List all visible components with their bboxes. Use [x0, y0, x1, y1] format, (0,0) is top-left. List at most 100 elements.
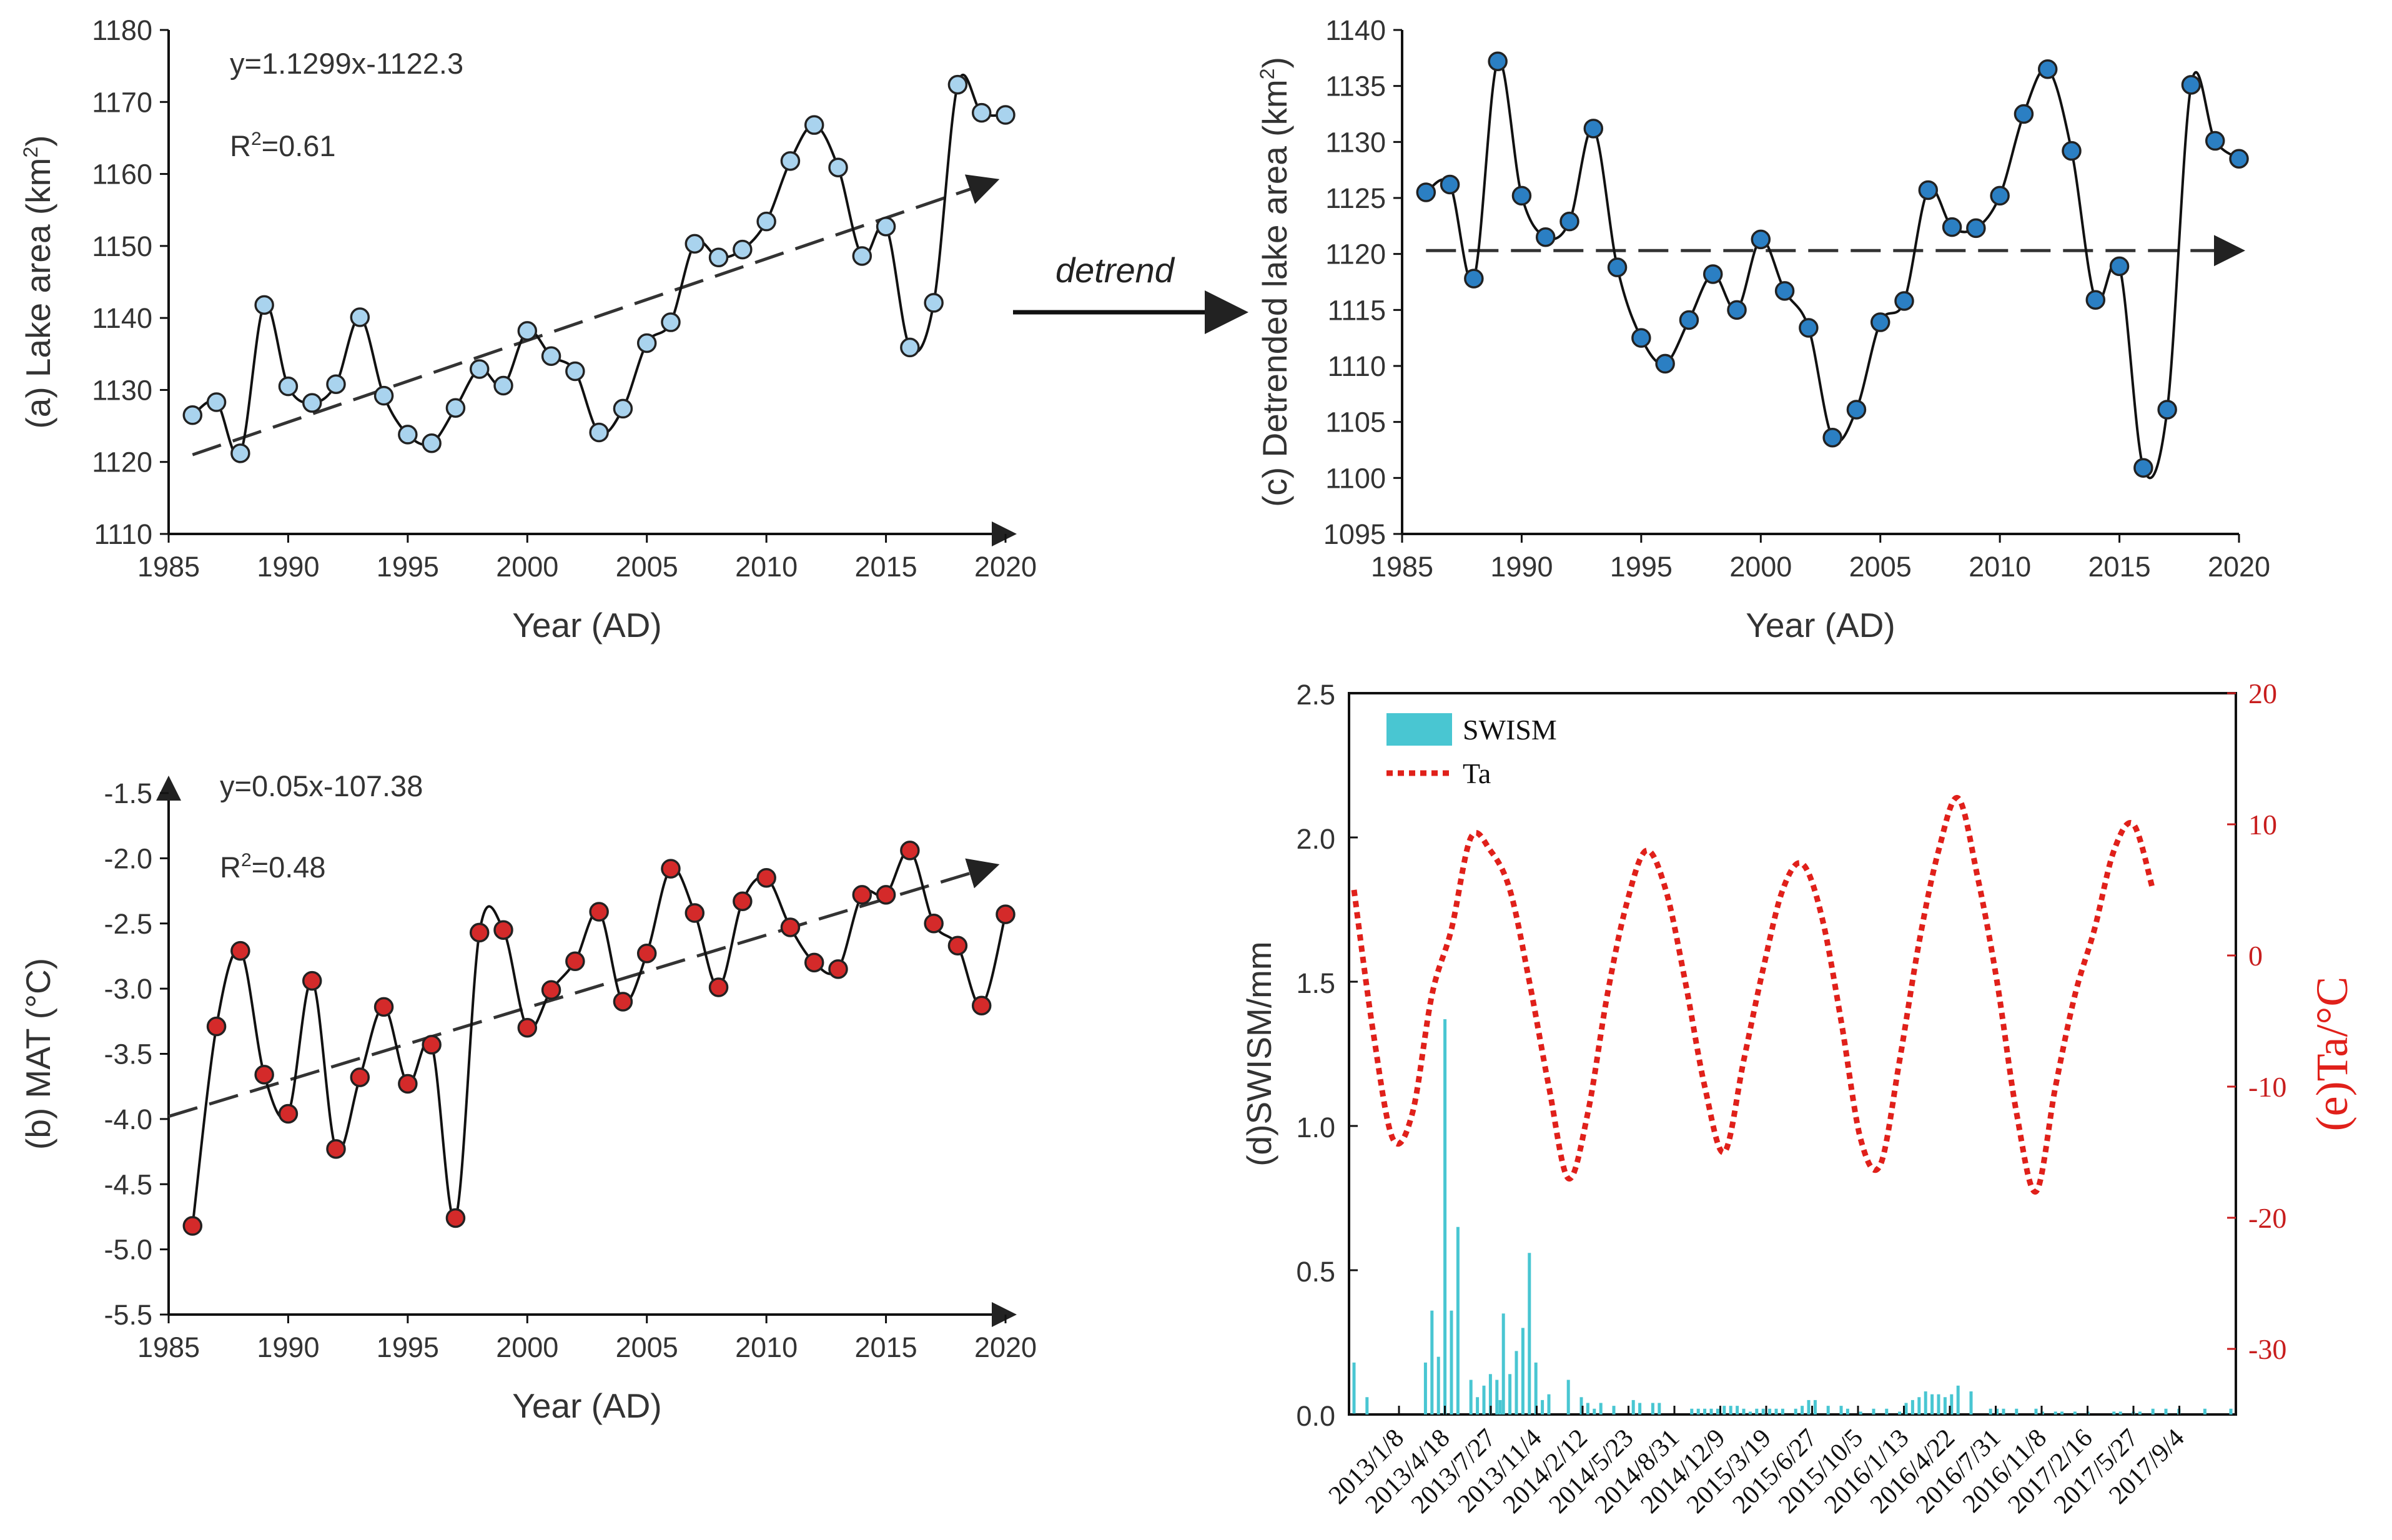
- swism-bar: [1469, 1380, 1473, 1414]
- swism-bar: [2151, 1408, 2155, 1414]
- x-tick-label: 1990: [257, 551, 319, 583]
- data-point: [373, 385, 394, 406]
- data-point: [2109, 256, 2130, 277]
- data-point: [708, 247, 729, 268]
- x-tick-label: 2005: [1849, 551, 1912, 583]
- legend-label-ta: Ta: [1463, 758, 1491, 789]
- y-tick-label: -3.5: [104, 1039, 152, 1070]
- swism-bar: [1541, 1399, 1544, 1414]
- data-point: [1774, 281, 1795, 301]
- y-tick-label: 1180: [92, 14, 152, 46]
- data-point: [1870, 312, 1890, 332]
- data-point: [2229, 149, 2249, 169]
- data-point: [2157, 400, 2177, 420]
- y-tick-label: -3.0: [104, 973, 152, 1005]
- swism-bar: [1722, 1406, 1726, 1414]
- y-tick-label: 1095: [1323, 518, 1386, 550]
- panel-d-swism-ta: 0.00.51.01.52.02.5-30-20-10010202013/1/8…: [1240, 678, 2357, 1519]
- y-tick-label: 1135: [1325, 71, 1386, 102]
- data-point: [1990, 185, 2010, 206]
- data-point: [804, 115, 824, 135]
- data-point: [445, 398, 466, 418]
- swism-bar: [2203, 1408, 2207, 1414]
- swism-bar: [1547, 1394, 1551, 1414]
- data-point: [971, 102, 992, 123]
- swism-bar: [2138, 1411, 2142, 1414]
- y2-tick-label: 20: [2248, 678, 2277, 709]
- swism-bar: [1593, 1408, 1596, 1414]
- r-squared: R2=0.48: [220, 850, 326, 884]
- r-squared-sup: 2: [251, 129, 262, 149]
- x-tick-label: 1995: [1610, 551, 1673, 583]
- y-tick-label: 1120: [92, 447, 152, 478]
- x-tick-label: 2020: [2208, 551, 2270, 583]
- data-point: [684, 903, 705, 923]
- y-tick-label: 1.5: [1296, 967, 1335, 999]
- data-point: [636, 944, 657, 964]
- swism-bar: [1755, 1408, 1759, 1414]
- data-point: [1535, 227, 1556, 247]
- data-point: [828, 959, 848, 979]
- swism-bar: [1885, 1408, 1889, 1414]
- y-tick-label: 2.5: [1296, 679, 1335, 711]
- x-tick-label: 2000: [1729, 551, 1792, 583]
- swism-bar: [1528, 1253, 1531, 1414]
- data-point: [1703, 264, 1723, 284]
- data-point: [398, 1074, 418, 1094]
- r-squared: R2=0.61: [230, 129, 336, 162]
- data-point: [230, 940, 250, 961]
- swism-bar: [1436, 1356, 1440, 1414]
- data-point: [182, 1216, 203, 1236]
- r-squared-value: =0.48: [252, 851, 326, 884]
- y-tick-label: -4.5: [104, 1168, 152, 1200]
- data-point: [206, 1016, 227, 1037]
- data-point: [900, 337, 920, 358]
- x-tick-label: 2020: [974, 551, 1037, 583]
- data-point: [469, 359, 490, 379]
- y-axis-label: (a) Lake area (km2): [19, 135, 57, 428]
- swism-bar: [1989, 1408, 1992, 1414]
- y-axis-label-sup: 2: [19, 147, 42, 158]
- x-tick-label: 1995: [377, 551, 439, 583]
- y-axis-label-text: (c) Detrended lake area (km: [1255, 79, 1294, 507]
- data-point: [1511, 185, 1532, 206]
- r-squared-value: =0.61: [262, 129, 336, 162]
- y2-tick-label: 0: [2248, 940, 2263, 972]
- swism-bar: [1846, 1408, 1849, 1414]
- data-point: [852, 246, 872, 266]
- data-point: [517, 321, 538, 341]
- data-point: [206, 392, 227, 412]
- x-tick-label: 2000: [496, 1331, 558, 1363]
- x-tick-label: 2005: [616, 1331, 678, 1363]
- swism-bar: [1813, 1399, 1817, 1414]
- swism-bar: [1748, 1411, 1752, 1414]
- data-point: [996, 904, 1016, 924]
- data-point: [876, 885, 896, 905]
- y-tick-label: -2.0: [104, 842, 152, 874]
- y-tick-label: 1160: [92, 159, 152, 190]
- swism-bar: [1456, 1227, 1460, 1414]
- y2-tick-label: -20: [2248, 1202, 2286, 1234]
- swism-bar: [1768, 1408, 1772, 1414]
- data-point: [1751, 229, 1771, 250]
- data-point: [565, 951, 585, 972]
- swism-bar: [1599, 1403, 1603, 1414]
- y-axis-label-sup: 2: [1256, 68, 1278, 79]
- x-tick-label: 2010: [735, 551, 798, 583]
- swism-bar: [1742, 1408, 1746, 1414]
- data-point: [828, 157, 848, 177]
- data-point: [493, 375, 513, 396]
- data-point: [1488, 51, 1508, 71]
- y2-tick-label: -10: [2248, 1071, 2286, 1103]
- x-tick-label: 1985: [137, 551, 200, 583]
- data-point: [493, 920, 513, 940]
- swism-bar: [1482, 1385, 1486, 1414]
- data-point: [900, 841, 920, 861]
- data-point: [2133, 458, 2153, 478]
- data-point: [2181, 75, 2202, 95]
- data-point: [1655, 353, 1675, 374]
- data-point: [756, 211, 776, 232]
- swism-bar: [1969, 1391, 1973, 1414]
- data-point: [254, 1065, 274, 1085]
- data-point: [924, 293, 944, 313]
